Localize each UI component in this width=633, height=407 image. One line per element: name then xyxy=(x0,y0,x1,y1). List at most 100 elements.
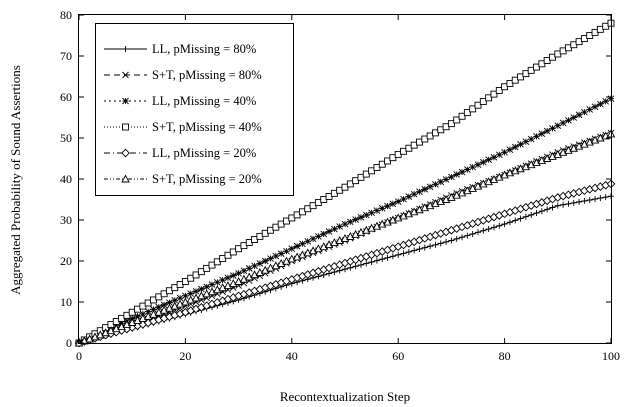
data-point xyxy=(240,267,248,275)
data-point xyxy=(464,232,471,239)
data-point xyxy=(437,178,445,186)
data-point xyxy=(245,265,253,272)
data-point xyxy=(490,90,498,98)
data-point xyxy=(229,272,237,279)
data-point xyxy=(341,220,349,228)
data-point xyxy=(522,138,530,146)
data-point xyxy=(597,100,604,108)
legend-label: LL, pMissing = 80% xyxy=(152,42,256,56)
data-point xyxy=(235,269,242,277)
data-point xyxy=(586,106,594,113)
data-point xyxy=(293,242,301,250)
legend-label: S+T, pMissing = 20% xyxy=(152,172,262,186)
data-point xyxy=(480,227,487,234)
y-tick-label: 20 xyxy=(60,254,72,268)
y-tick-label: 30 xyxy=(60,213,72,227)
data-point xyxy=(554,202,561,209)
data-point xyxy=(565,116,572,124)
data-point xyxy=(336,223,343,230)
data-point xyxy=(453,116,461,124)
data-point xyxy=(533,133,540,140)
series-1 xyxy=(76,193,614,346)
y-tick-label: 10 xyxy=(60,295,72,309)
data-point xyxy=(405,193,413,200)
data-point xyxy=(447,120,455,128)
data-point xyxy=(272,252,280,260)
data-point xyxy=(474,101,482,109)
data-point xyxy=(560,201,567,208)
data-point xyxy=(459,234,466,241)
data-point xyxy=(549,204,556,211)
data-point xyxy=(586,196,593,203)
data-point xyxy=(288,245,296,253)
data-point xyxy=(479,98,487,105)
data-point xyxy=(468,183,477,192)
x-tick-label: 20 xyxy=(179,349,191,363)
data-point xyxy=(255,268,265,276)
data-point xyxy=(570,199,577,206)
data-point xyxy=(501,149,508,156)
data-point xyxy=(554,122,562,130)
data-point xyxy=(171,297,179,304)
data-point xyxy=(496,222,503,229)
data-point xyxy=(452,190,461,199)
data-point xyxy=(411,247,418,254)
data-point xyxy=(517,141,524,148)
data-point xyxy=(506,146,514,154)
data-point xyxy=(139,310,147,318)
data-point xyxy=(192,288,200,295)
data-point xyxy=(453,235,460,242)
data-point xyxy=(400,250,407,257)
data-point xyxy=(581,197,588,204)
data-point xyxy=(144,308,152,315)
data-point xyxy=(384,202,391,210)
data-point xyxy=(277,250,285,257)
y-tick-label: 0 xyxy=(66,336,72,350)
legend-entry: S+T, pMissing = 40% xyxy=(104,120,262,134)
data-point xyxy=(176,294,184,302)
data-point xyxy=(458,168,466,176)
data-point xyxy=(373,257,380,264)
legend-label: LL, pMissing = 40% xyxy=(152,94,256,108)
data-point xyxy=(448,173,455,181)
data-point xyxy=(490,153,498,161)
data-point xyxy=(304,238,312,245)
data-point xyxy=(485,226,492,233)
data-point xyxy=(282,256,291,265)
data-point xyxy=(576,198,583,205)
data-point xyxy=(421,185,429,193)
data-point xyxy=(219,276,226,284)
data-point xyxy=(309,235,317,243)
data-point xyxy=(602,98,609,105)
legend-entry: LL, pMissing = 80% xyxy=(104,42,256,56)
data-point xyxy=(389,200,397,208)
data-point xyxy=(208,281,216,288)
data-point xyxy=(597,195,604,202)
data-point xyxy=(543,127,551,135)
data-point xyxy=(276,259,286,267)
data-point xyxy=(559,119,567,127)
data-point xyxy=(575,111,583,119)
legend-marker xyxy=(122,123,129,131)
data-point xyxy=(469,105,477,113)
data-point xyxy=(544,206,551,213)
data-point xyxy=(506,219,513,226)
y-axis-title: Aggregated Probability of Sound Assertio… xyxy=(8,65,23,295)
data-point xyxy=(224,274,232,282)
data-point xyxy=(495,151,503,159)
data-point xyxy=(528,211,535,218)
x-axis-title: Recontextualization Step xyxy=(280,389,410,404)
data-point xyxy=(464,166,471,173)
data-point xyxy=(250,270,259,279)
data-point xyxy=(389,253,396,260)
data-point xyxy=(458,112,466,120)
y-tick-label: 80 xyxy=(60,8,72,22)
legend-box xyxy=(95,23,294,196)
data-point xyxy=(251,262,258,270)
data-point xyxy=(150,306,157,313)
data-point xyxy=(485,94,493,102)
legend-entry: LL, pMissing = 20% xyxy=(104,146,256,160)
data-point xyxy=(457,188,467,197)
data-point xyxy=(256,260,264,267)
plot-frame xyxy=(78,14,612,344)
